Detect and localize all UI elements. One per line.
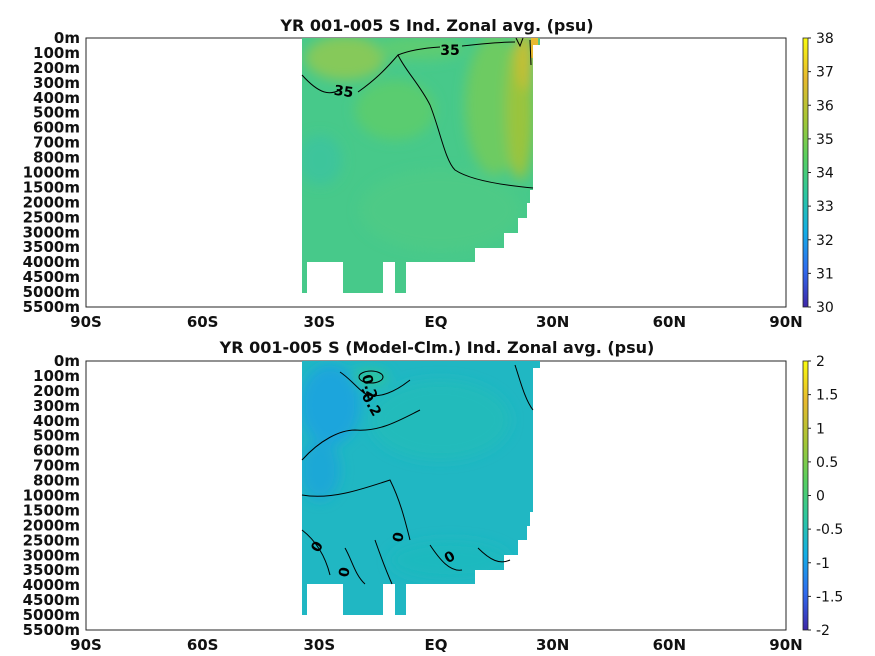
- colorbar-tick-label: 31: [816, 266, 834, 282]
- y-tick-label: 2500m: [23, 531, 80, 549]
- contour-label: 0: [336, 566, 353, 579]
- chart-title: YR 001-005 S Ind. Zonal avg. (psu): [279, 16, 593, 35]
- contour-lines: [301, 364, 534, 585]
- colorbar-ticks: -2 -1.5 -1 -0.5 0 0.5 1 1.5 2: [808, 354, 843, 639]
- y-tick-label: 500m: [33, 427, 80, 445]
- contour-label: 35: [333, 83, 355, 102]
- colorbar-tick-label: -1: [816, 556, 830, 572]
- y-tick-label: 0m: [54, 352, 80, 370]
- panel-salinity-anomaly: YR 001-005 S (Model-Clm.) Ind. Zonal avg…: [23, 338, 844, 654]
- colorbar-tick-label: 0: [816, 489, 825, 505]
- y-tick-label: 5500m: [23, 298, 80, 316]
- y-tick-label: 300m: [33, 397, 80, 415]
- y-tick-label: 700m: [33, 134, 80, 152]
- x-tick-label: 60S: [187, 313, 219, 331]
- x-tick-label: 90S: [70, 313, 102, 331]
- y-tick-label: 2000m: [23, 516, 80, 534]
- x-tick-label: 30N: [536, 636, 569, 654]
- colorbar-tick-label: 32: [816, 233, 834, 249]
- colorbar-tick-label: 34: [816, 166, 834, 182]
- x-axis-ticks: 90S 60S 30S EQ 30N 60N 90N: [70, 636, 803, 654]
- x-tick-label: 30S: [303, 313, 335, 331]
- x-tick-label: 90S: [70, 636, 102, 654]
- y-tick-label: 800m: [33, 149, 80, 167]
- y-tick-label: 4500m: [23, 591, 80, 609]
- y-tick-label: 4500m: [23, 268, 80, 286]
- x-tick-label: 60S: [187, 636, 219, 654]
- contour-label: 0: [390, 531, 407, 544]
- contour-label: 0.2: [358, 373, 380, 401]
- chart-title: YR 001-005 S (Model-Clm.) Ind. Zonal avg…: [219, 338, 655, 357]
- y-tick-label: 500m: [33, 104, 80, 122]
- x-tick-label: 60N: [653, 636, 686, 654]
- x-tick-label: EQ: [425, 636, 448, 654]
- y-tick-label: 5500m: [23, 621, 80, 639]
- colorbar-tick-label: 2: [816, 354, 825, 370]
- y-tick-label: 100m: [33, 44, 80, 62]
- y-tick-label: 3000m: [23, 546, 80, 564]
- x-tick-label: EQ: [425, 313, 448, 331]
- colorbar-tick-label: 38: [816, 31, 834, 47]
- colorbar-tick-label: 1.5: [816, 388, 838, 404]
- colorbar-ticks: 30 31 32 33 34 35 36 37 38: [808, 31, 834, 316]
- colorbar-tick-label: 1: [816, 421, 825, 437]
- y-tick-label: 3000m: [23, 223, 80, 241]
- y-tick-label: 3500m: [23, 561, 80, 579]
- y-tick-label: 1500m: [23, 501, 80, 519]
- y-tick-label: 800m: [33, 472, 80, 490]
- colorbar-tick-label: -1.5: [816, 589, 843, 605]
- colorbar-tick-label: 33: [816, 199, 834, 215]
- y-tick-label: 200m: [33, 382, 80, 400]
- contour-label: 35: [440, 43, 459, 59]
- x-axis-ticks: 90S 60S 30S EQ 30N 60N 90N: [70, 313, 803, 331]
- colorbar-tick-label: 35: [816, 132, 834, 148]
- colorbar: [802, 37, 809, 308]
- field-shading: [302, 365, 510, 580]
- y-tick-label: 0m: [54, 29, 80, 47]
- y-tick-label: 4000m: [23, 576, 80, 594]
- field-shading: [302, 38, 534, 250]
- y-tick-label: 100m: [33, 367, 80, 385]
- y-tick-label: 600m: [33, 119, 80, 137]
- y-tick-label: 1500m: [23, 178, 80, 196]
- y-tick-label: 4000m: [23, 253, 80, 271]
- colorbar: [802, 360, 809, 631]
- contour-lines: [301, 37, 534, 189]
- salinity-field: [302, 38, 540, 293]
- y-tick-label: 300m: [33, 74, 80, 92]
- y-tick-label: 400m: [33, 89, 80, 107]
- colorbar-tick-label: 30: [816, 300, 834, 316]
- panel-salinity: YR 001-005 S Ind. Zonal avg. (psu): [23, 16, 834, 331]
- y-tick-label: 2500m: [23, 208, 80, 226]
- colorbar-tick-label: -0.5: [816, 522, 843, 538]
- y-tick-label: 700m: [33, 457, 80, 475]
- y-tick-label: 400m: [33, 412, 80, 430]
- x-tick-label: 90N: [769, 636, 802, 654]
- colorbar-tick-label: -2: [816, 623, 830, 639]
- y-tick-label: 1000m: [23, 487, 80, 505]
- x-tick-label: 60N: [653, 313, 686, 331]
- x-tick-label: 30S: [303, 636, 335, 654]
- y-tick-label: 600m: [33, 442, 80, 460]
- y-tick-label: 200m: [33, 59, 80, 77]
- y-tick-label: 3500m: [23, 238, 80, 256]
- colorbar-tick-label: 36: [816, 98, 834, 114]
- y-axis-ticks: 0m100m200m300m400m500m600m700m800m1000m1…: [23, 29, 80, 316]
- colorbar-tick-label: 37: [816, 65, 834, 81]
- y-axis-ticks: 0m100m200m300m400m500m600m700m800m1000m1…: [23, 352, 80, 639]
- x-tick-label: 30N: [536, 313, 569, 331]
- y-tick-label: 5000m: [23, 283, 80, 301]
- x-tick-label: 90N: [769, 313, 802, 331]
- y-tick-label: 5000m: [23, 606, 80, 624]
- y-tick-label: 1000m: [23, 164, 80, 182]
- colorbar-tick-label: 0.5: [816, 455, 838, 471]
- y-tick-label: 2000m: [23, 193, 80, 211]
